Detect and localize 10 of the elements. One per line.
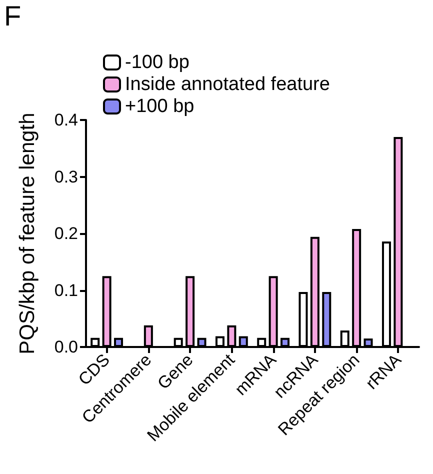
y-tick-label: 0.2 [54,224,78,243]
y-tick-label: 0.0 [54,338,78,356]
legend-label: Inside annotated feature [125,74,330,95]
legend-label: +100 bp [125,96,194,117]
text: F [4,0,22,32]
y-tick-label: 0.4 [54,110,78,130]
y-tick-label: 0.1 [54,280,78,300]
legend-label: -100 bp [125,52,190,73]
y-axis-title: PQS/kbp of feature length [16,112,39,354]
y-tick-label: 0.3 [54,167,78,186]
